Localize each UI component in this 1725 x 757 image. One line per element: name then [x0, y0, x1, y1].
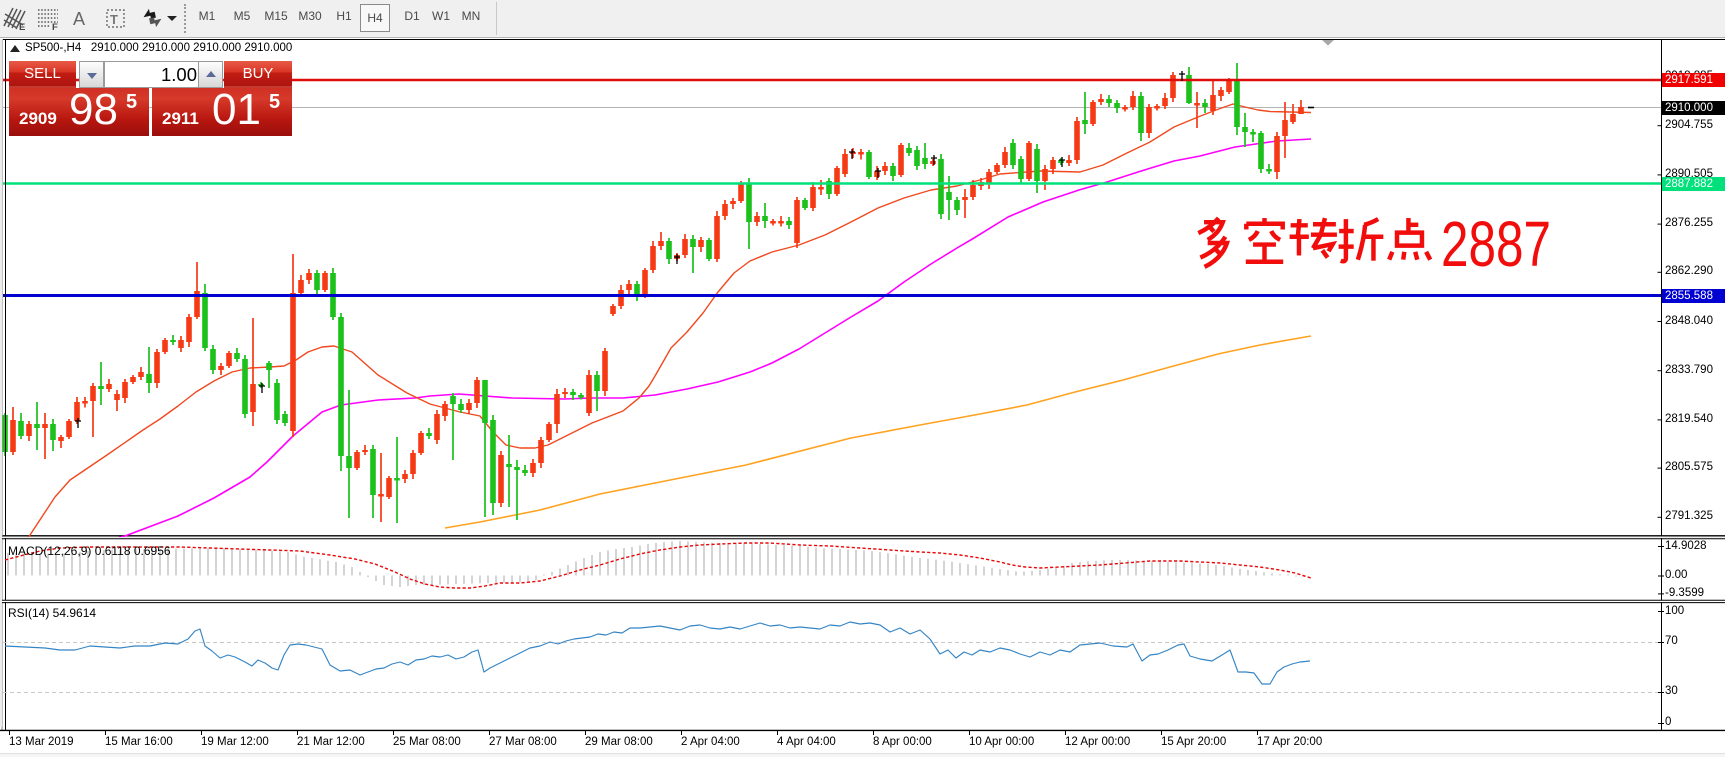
svg-text:2887: 2887 — [1441, 208, 1551, 280]
svg-text:T: T — [110, 12, 118, 27]
svg-text:E: E — [19, 22, 25, 33]
svg-text:F: F — [52, 22, 58, 33]
svg-text:A: A — [73, 9, 85, 29]
